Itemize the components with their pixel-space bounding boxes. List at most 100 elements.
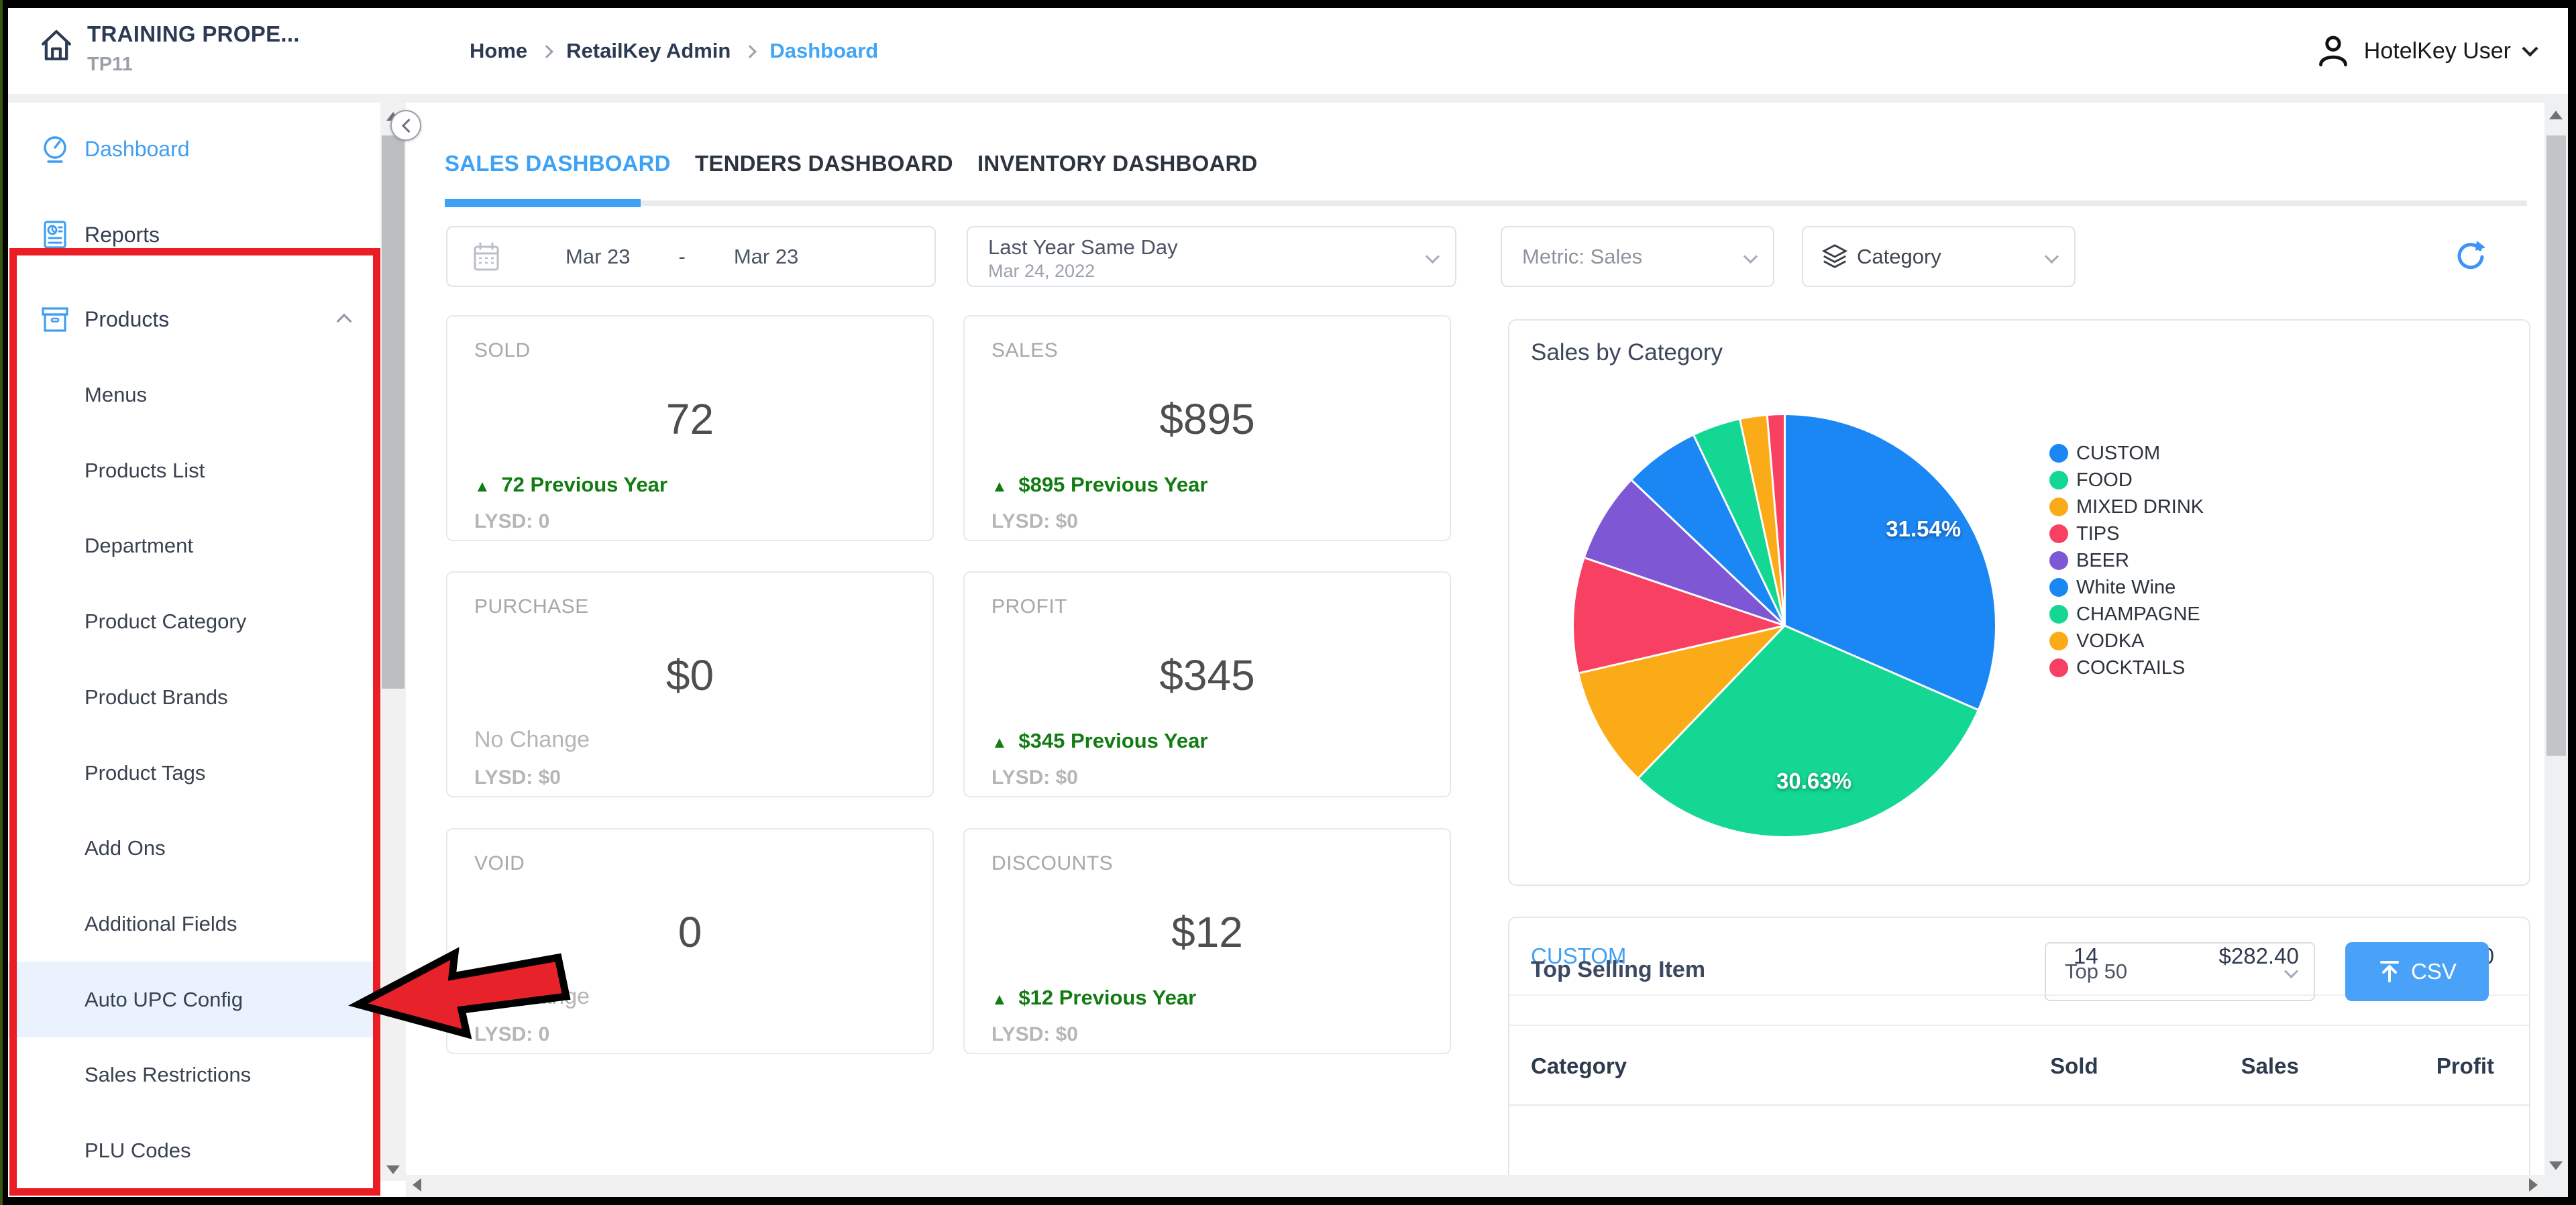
legend-item-beer[interactable]: BEER bbox=[2049, 547, 2204, 574]
sidebar-subitem-plu-codes[interactable]: PLU Codes bbox=[8, 1112, 380, 1188]
stat-card-purchase: PURCHASE $0 No Change LYSD: $0 bbox=[446, 571, 934, 797]
date-to[interactable]: Mar 23 bbox=[733, 244, 799, 268]
pie-legend: CUSTOM FOOD MIXED DRINK TIPS BEER White Wine C… bbox=[2049, 440, 2204, 681]
stat-value: $895 bbox=[1159, 395, 1255, 443]
legend-dot-icon bbox=[2049, 551, 2068, 570]
up-triangle-icon: ▲ bbox=[991, 990, 1008, 1009]
sidebar-item-reports[interactable]: Reports bbox=[8, 194, 380, 275]
column-category: Category bbox=[1531, 1053, 1627, 1078]
sidebar-subitem-label: Sales Restrictions bbox=[85, 1062, 252, 1086]
compare-label: Last Year Same Day bbox=[988, 235, 1178, 259]
sidebar-subitem-label: Department bbox=[85, 533, 193, 557]
app-window: TRAINING PROPE... TP11 Home RetailKey Ad… bbox=[8, 8, 2568, 1197]
sidebar-item-dashboard[interactable]: Dashboard bbox=[8, 109, 380, 189]
sidebar-subitem-menus[interactable]: Menus bbox=[8, 357, 380, 433]
legend-dot-icon bbox=[2049, 524, 2068, 543]
breadcrumb-chevron-icon bbox=[743, 45, 757, 58]
compare-period-select[interactable]: Last Year Same Day Mar 24, 2022 bbox=[967, 226, 1456, 287]
stat-card-profit: PROFIT $345 ▲ $345 Previous Year LYSD: $0 bbox=[963, 571, 1451, 797]
stat-value: 0 bbox=[678, 908, 702, 956]
stat-delta: ▲ 72 Previous Year bbox=[474, 473, 667, 496]
sidebar-subitem-products-list[interactable]: Products List bbox=[8, 433, 380, 508]
scroll-right-icon[interactable] bbox=[2529, 1178, 2538, 1192]
pie-label-custom: 31.54% bbox=[1886, 516, 1962, 541]
stat-delta: ▲ $895 Previous Year bbox=[991, 473, 1208, 496]
stat-label: PURCHASE bbox=[474, 595, 589, 618]
sidebar-subitem-add-ons[interactable]: Add Ons bbox=[8, 810, 380, 886]
stat-delta: ▲ $345 Previous Year bbox=[991, 729, 1208, 752]
sidebar-subitem-label: Add Ons bbox=[85, 836, 166, 860]
sidebar-subitem-product-brands[interactable]: Product Brands bbox=[8, 659, 380, 735]
metric-select[interactable]: Metric: Sales bbox=[1501, 226, 1774, 287]
stat-label: DISCOUNTS bbox=[991, 852, 1114, 874]
sidebar-subitem-product-category[interactable]: Product Category bbox=[8, 583, 380, 659]
up-triangle-icon: ▲ bbox=[991, 477, 1008, 496]
legend-item-custom[interactable]: CUSTOM bbox=[2049, 440, 2204, 467]
sidebar-scrollbar[interactable] bbox=[380, 103, 406, 1181]
scroll-down-icon[interactable] bbox=[386, 1165, 400, 1174]
sidebar-item-label: Dashboard bbox=[85, 136, 190, 161]
sidebar-subitem-department[interactable]: Department bbox=[8, 508, 380, 583]
tab-inventory-dashboard[interactable]: INVENTORY DASHBOARD bbox=[977, 151, 1258, 176]
vertical-scrollbar-thumb[interactable] bbox=[2546, 135, 2566, 756]
stat-lysd: LYSD: $0 bbox=[474, 766, 561, 789]
stat-label: SALES bbox=[991, 339, 1059, 361]
sidebar-subitem-product-tags[interactable]: Product Tags bbox=[8, 735, 380, 811]
pie-slice-separator bbox=[1783, 415, 1786, 626]
property-selector[interactable]: TRAINING PROPE... TP11 bbox=[38, 21, 300, 76]
tab-sales-dashboard[interactable]: SALES DASHBOARD bbox=[445, 151, 671, 176]
sidebar-item-products[interactable]: Products bbox=[8, 279, 380, 359]
legend-item-vodka[interactable]: VODKA bbox=[2049, 628, 2204, 654]
date-from[interactable]: Mar 23 bbox=[566, 244, 631, 268]
sidebar-subitem-additional-fields[interactable]: Additional Fields bbox=[8, 886, 380, 962]
top-limit-select[interactable]: Top 50 bbox=[2045, 942, 2315, 1001]
top-limit-value: Top 50 bbox=[2065, 960, 2128, 983]
cell-category-link[interactable]: CUSTOM bbox=[1531, 943, 1627, 968]
column-sold: Sold bbox=[2050, 1053, 2098, 1078]
tab-tenders-dashboard[interactable]: TENDERS DASHBOARD bbox=[695, 151, 953, 176]
compare-sublabel: Mar 24, 2022 bbox=[988, 261, 1095, 281]
scroll-down-icon[interactable] bbox=[2549, 1161, 2563, 1170]
breadcrumb-home[interactable]: Home bbox=[470, 39, 528, 62]
scroll-left-icon[interactable] bbox=[413, 1178, 421, 1192]
main-horizontal-scrollbar[interactable] bbox=[406, 1175, 2544, 1197]
stat-card-sales: SALES $895 ▲ $895 Previous Year LYSD: $0 bbox=[963, 315, 1451, 541]
stat-lysd: LYSD: 0 bbox=[474, 510, 550, 532]
top-selling-title: Top Selling Item bbox=[1531, 957, 1706, 982]
user-person-icon bbox=[2318, 36, 2347, 67]
legend-label: CHAMPAGNE bbox=[2076, 603, 2200, 625]
pie-slice-separator bbox=[1738, 419, 1786, 626]
metric-value: Metric: Sales bbox=[1522, 244, 1643, 268]
table-header-row: Category Sold Sales Profit bbox=[1509, 1027, 2529, 1106]
refresh-button[interactable] bbox=[2454, 238, 2487, 272]
breadcrumb-retailkey-admin[interactable]: RetailKey Admin bbox=[566, 39, 731, 62]
legend-item-white-wine[interactable]: White Wine bbox=[2049, 574, 2204, 601]
legend-label: VODKA bbox=[2076, 630, 2145, 652]
legend-item-champagne[interactable]: CHAMPAGNE bbox=[2049, 601, 2204, 628]
stat-label: VOID bbox=[474, 852, 525, 874]
user-menu[interactable]: HotelKey User bbox=[2316, 8, 2538, 94]
sidebar: Dashboard Reports Products bbox=[8, 103, 380, 1181]
main-vertical-scrollbar[interactable] bbox=[2544, 103, 2568, 1197]
sidebar-scrollbar-thumb[interactable] bbox=[382, 135, 405, 689]
legend-item-cocktails[interactable]: COCKTAILS bbox=[2049, 654, 2204, 681]
legend-label: TIPS bbox=[2076, 522, 2120, 544]
property-code: TP11 bbox=[87, 54, 133, 75]
sidebar-subitem-auto-upc-config[interactable]: Auto UPC Config bbox=[8, 962, 380, 1037]
legend-item-food[interactable]: FOOD bbox=[2049, 467, 2204, 494]
sidebar-subitem-label: PLU Codes bbox=[85, 1138, 191, 1162]
sidebar-subitem-label: Menus bbox=[85, 382, 148, 406]
sidebar-collapse-button[interactable] bbox=[390, 110, 421, 141]
legend-item-tips[interactable]: TIPS bbox=[2049, 520, 2204, 547]
stat-value: $345 bbox=[1159, 651, 1255, 699]
sidebar-subitem-label: Auto UPC Config bbox=[85, 987, 244, 1011]
legend-item-mixed-drink[interactable]: MIXED DRINK bbox=[2049, 494, 2204, 520]
csv-export-button[interactable]: CSV bbox=[2345, 942, 2489, 1001]
pie-slice-separator bbox=[1784, 624, 1978, 711]
scroll-up-icon[interactable] bbox=[2549, 111, 2563, 119]
chevron-down-icon bbox=[2044, 249, 2059, 264]
date-range-picker[interactable]: Mar 23 - Mar 23 bbox=[446, 226, 936, 287]
sidebar-subitem-sales-restrictions[interactable]: Sales Restrictions bbox=[8, 1037, 380, 1112]
main-content: SALES DASHBOARD TENDERS DASHBOARD INVENT… bbox=[406, 103, 2544, 1175]
group-by-select[interactable]: Category bbox=[1802, 226, 2076, 287]
